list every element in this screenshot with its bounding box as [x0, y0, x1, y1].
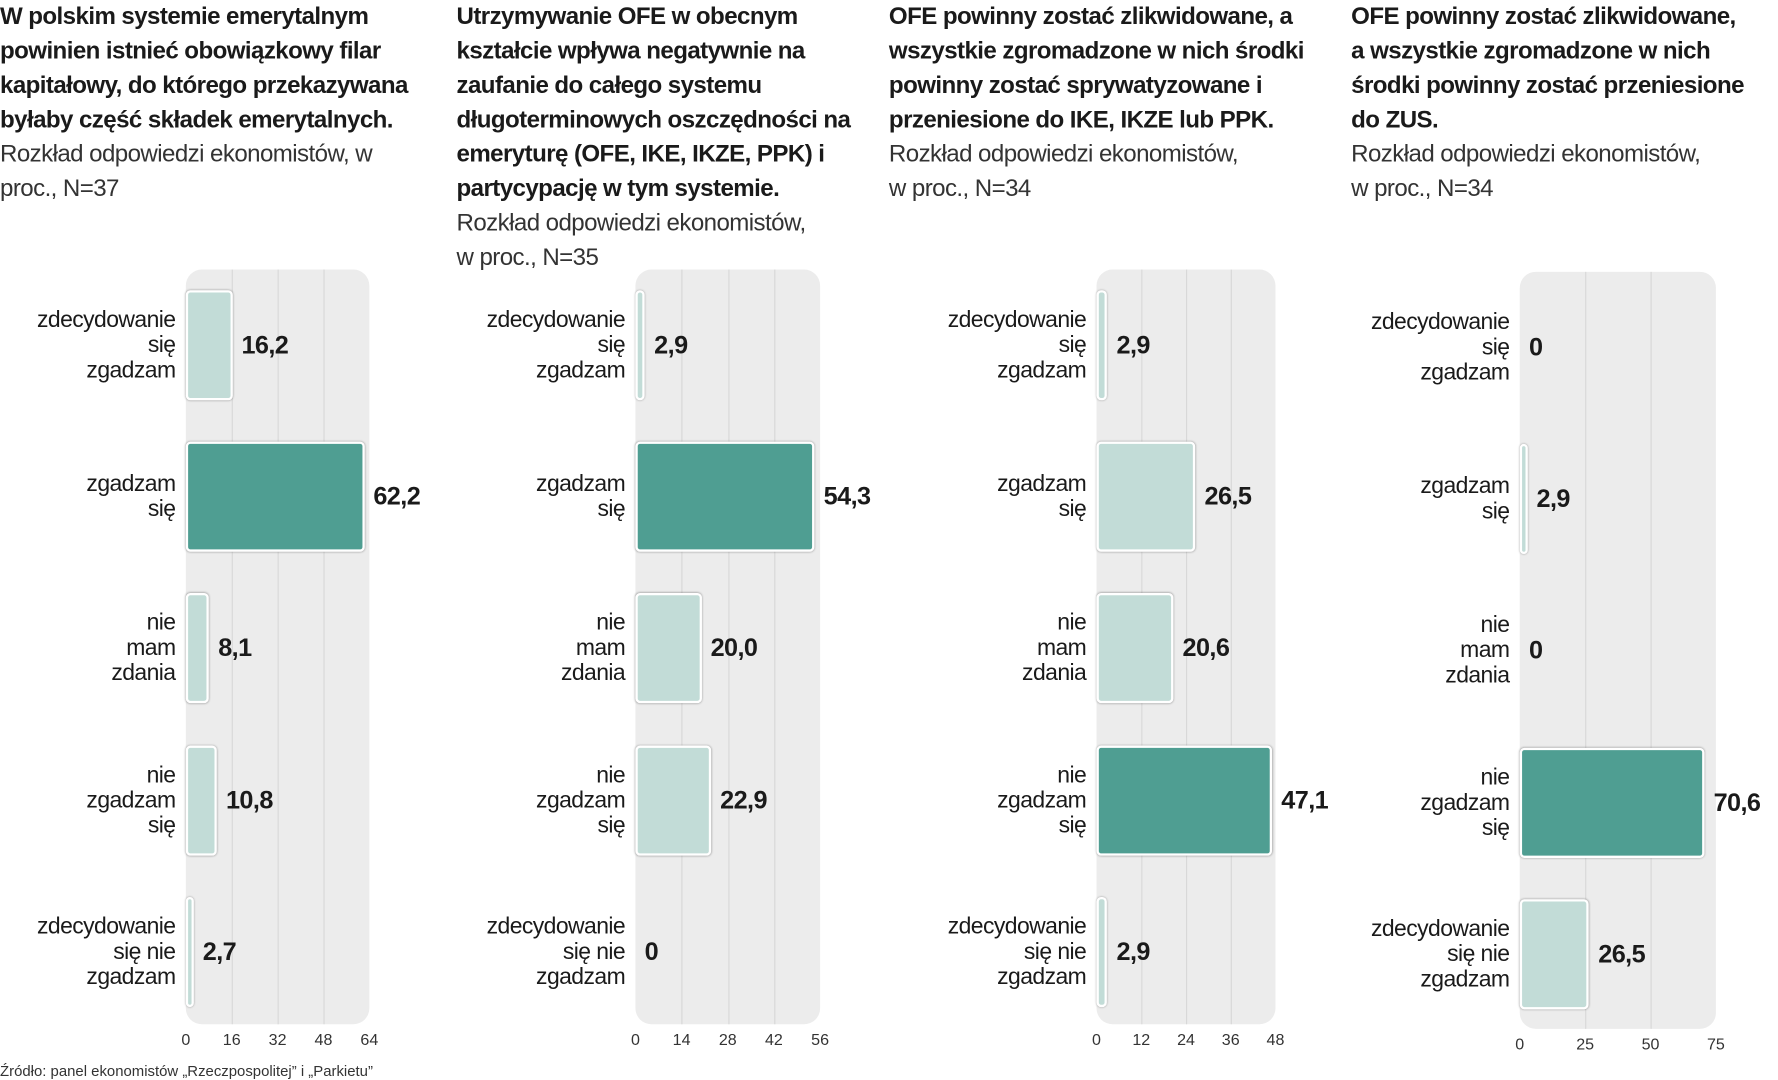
value-label: 0	[1528, 332, 1543, 362]
axis-tick-label: 48	[314, 1030, 333, 1049]
chart-subtitle: Rozkład odpowiedzi ekonomistów, w proc.,…	[456, 209, 807, 271]
source-note: Źródło: panel ekonomistów „Rzeczpospolit…	[0, 1062, 373, 1080]
value-label: 8,1	[218, 633, 252, 663]
category-label: zdecydowanie się zgadzam	[1370, 309, 1510, 386]
bar	[185, 441, 365, 552]
axis-tick-label: 0	[630, 1030, 640, 1049]
axis-tick-label: 36	[1221, 1030, 1240, 1049]
value-label: 26,5	[1598, 939, 1646, 968]
chart-title: OFE powinny zostać zlikwidowane, a wszys…	[889, 0, 1325, 206]
chart-subtitle: Rozkład odpowiedzi ekonomistów, w proc.,…	[0, 141, 373, 202]
axis-tick-label: 24	[1177, 1030, 1195, 1049]
category-label: zdecydowanie się nie zgadzam	[1370, 916, 1510, 992]
bar	[635, 290, 645, 401]
axis-tick-label: 0	[1092, 1030, 1102, 1049]
category-label: zdecydowanie się nie zgadzam	[947, 913, 1087, 990]
bar	[635, 745, 711, 856]
axis-tick-label: 0	[181, 1030, 191, 1049]
value-label: 62,2	[373, 481, 421, 511]
bar	[1519, 444, 1528, 555]
bar	[1519, 899, 1590, 1010]
category-label: nie mam zdania	[111, 610, 176, 687]
bar	[1096, 745, 1273, 856]
bar	[1096, 896, 1108, 1007]
category-label: zdecydowanie się nie zgadzam	[36, 913, 176, 990]
axis-tick-label: 0	[1515, 1034, 1525, 1053]
bar	[185, 896, 194, 1007]
gridline	[1585, 271, 1587, 1029]
bar	[1519, 747, 1705, 858]
bar	[1096, 290, 1108, 401]
axis-tick-label: 12	[1132, 1030, 1151, 1049]
axis-tick-label: 42	[765, 1030, 783, 1049]
category-label: zdecydowanie się zgadzam	[486, 307, 626, 384]
gridline	[323, 269, 325, 1025]
chart-title-text: Utrzymywanie OFE w obecnym kształcie wpł…	[456, 3, 851, 202]
value-label: 20,0	[710, 633, 758, 663]
value-label: 54,3	[823, 481, 871, 511]
axis-tick-label: 56	[811, 1030, 830, 1049]
gridline	[773, 269, 776, 1025]
value-label: 70,6	[1713, 787, 1761, 817]
value-label: 47,1	[1281, 785, 1329, 814]
bar	[1096, 593, 1174, 704]
value-label: 2,9	[1116, 330, 1151, 360]
axis-tick-label: 50	[1641, 1034, 1660, 1053]
chart-title-text: OFE powinny zostać zlikwidowane, a wszys…	[888, 3, 1305, 134]
chart-subtitle: Rozkład odpowiedzi ekonomistów, w proc.,…	[1351, 141, 1701, 202]
value-label: 16,2	[241, 330, 289, 360]
gridline	[1185, 269, 1188, 1025]
axis-tick-label: 75	[1706, 1034, 1725, 1053]
bar	[1096, 441, 1196, 552]
value-label: 0	[1528, 635, 1543, 665]
chart-title-text: OFE powinny zostać zlikwidowane, a wszys…	[1351, 3, 1744, 134]
category-label: nie zgadzam się	[86, 762, 176, 838]
chart-title: W polskim systemie emerytalnym powinien …	[0, 0, 436, 206]
axis-tick-label: 25	[1576, 1034, 1595, 1053]
gridline	[1230, 269, 1232, 1025]
category-label: nie mam zdania	[1022, 610, 1087, 687]
gridline	[277, 269, 279, 1025]
gridline	[231, 269, 233, 1025]
value-label: 10,8	[225, 785, 273, 814]
bar	[185, 593, 210, 704]
value-label: 26,5	[1204, 481, 1252, 511]
category-label: zgadzam się	[997, 471, 1087, 523]
axis-tick-label: 16	[222, 1030, 241, 1049]
bar	[185, 745, 217, 856]
value-label: 2,9	[1536, 484, 1571, 513]
chart-title-text: W polskim systemie emerytalnym powinien …	[0, 3, 408, 134]
category-label: zgadzam się	[536, 471, 626, 523]
chart-subtitle: Rozkład odpowiedzi ekonomistów, w proc.,…	[888, 141, 1239, 202]
axis-tick-label: 32	[268, 1030, 287, 1049]
bar	[185, 290, 233, 401]
chart-title: Utrzymywanie OFE w obecnym kształcie wpł…	[457, 0, 893, 275]
category-label: zgadzam się	[86, 471, 176, 523]
category-label: nie mam zdania	[560, 610, 626, 687]
value-label: 2,9	[1116, 936, 1151, 966]
value-label: 2,7	[202, 936, 237, 966]
category-label: nie zgadzam się	[536, 762, 626, 838]
gridline	[1650, 271, 1652, 1029]
value-label: 22,9	[720, 785, 767, 814]
category-label: zdecydowanie się zgadzam	[36, 307, 176, 384]
category-label: zdecydowanie się zgadzam	[947, 307, 1087, 384]
value-label: 0	[644, 936, 659, 966]
chart-title: OFE powinny zostać zlikwidowane, a wszys…	[1351, 0, 1778, 206]
category-label: nie zgadzam się	[997, 762, 1087, 838]
axis-tick-label: 28	[718, 1030, 737, 1049]
axis-tick-label: 48	[1266, 1030, 1285, 1049]
bar	[635, 593, 702, 704]
category-label: nie zgadzam się	[1420, 764, 1510, 841]
value-label: 2,9	[654, 330, 688, 360]
axis-tick-label: 14	[672, 1030, 691, 1049]
value-label: 20,6	[1182, 633, 1230, 663]
category-label: zgadzam się	[1420, 473, 1510, 525]
bar	[635, 441, 815, 552]
category-label: zdecydowanie się nie zgadzam	[486, 913, 626, 990]
gridline	[727, 269, 729, 1025]
category-label: nie mam zdania	[1445, 612, 1510, 689]
axis-tick-label: 64	[360, 1030, 379, 1049]
